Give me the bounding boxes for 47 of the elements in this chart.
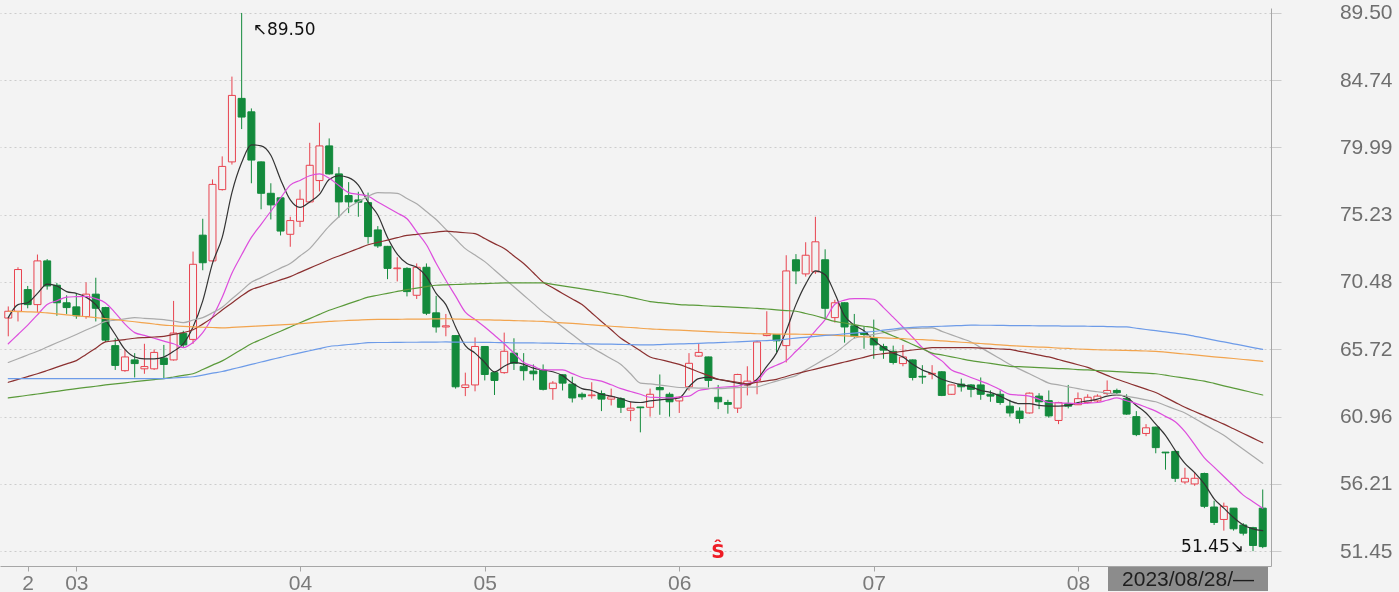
- candlestick: [120, 348, 129, 373]
- candlestick: [1180, 467, 1189, 485]
- candlestick: [461, 372, 470, 397]
- candlestick: [898, 344, 907, 367]
- candlestick: [159, 344, 168, 379]
- line-series: [7, 191, 1264, 464]
- candlestick: [393, 256, 402, 282]
- y-tick-label: 70.48: [1339, 269, 1393, 293]
- y-tick-label: 56.21: [1339, 471, 1393, 495]
- y-tick-label: 65.72: [1339, 336, 1393, 360]
- x-tick-label: 2: [22, 570, 35, 592]
- candlestick: [655, 373, 664, 416]
- y-tick-label: 84.74: [1339, 67, 1393, 91]
- x-tick-label: 08: [1066, 570, 1091, 592]
- y-tick-label: 89.50: [1339, 0, 1393, 24]
- candlestick: [636, 406, 645, 433]
- candlestick: [441, 313, 450, 337]
- y-tick-label: 51.45: [1339, 538, 1393, 562]
- candlestick: [723, 399, 732, 415]
- annotation: 51.45↘: [1181, 536, 1245, 557]
- candlestick: [714, 384, 723, 410]
- candlestick: [791, 253, 800, 285]
- candlestick: [1151, 426, 1160, 454]
- candlestick: [130, 352, 139, 378]
- candlestick: [500, 332, 509, 375]
- text: 2023/08/28/—: [1122, 567, 1254, 590]
- x-tick-label: 04: [288, 570, 313, 592]
- y-tick-label: 60.96: [1339, 404, 1393, 428]
- candlestick: [704, 356, 713, 388]
- y-tick-label: 79.99: [1339, 134, 1393, 158]
- candlestick: [402, 266, 411, 297]
- line-series: [7, 324, 1264, 380]
- candlestick: [1132, 410, 1141, 437]
- candlestick: [286, 216, 295, 248]
- annotation: Ŝ: [711, 539, 725, 562]
- x-tick-label: 07: [862, 570, 886, 592]
- x-tick-label: 06: [668, 570, 692, 592]
- annotation: ↖89.50: [252, 18, 316, 39]
- line-series: [7, 282, 1264, 399]
- x-tick-label: 03: [65, 570, 89, 592]
- candlestick: [626, 401, 635, 422]
- x-tick-label: 05: [473, 570, 497, 592]
- y-tick-label: 75.23: [1339, 202, 1393, 226]
- line-series: [7, 230, 1264, 444]
- candlestick: [111, 337, 120, 371]
- candlestick: [296, 189, 304, 228]
- candlestick: [548, 380, 557, 401]
